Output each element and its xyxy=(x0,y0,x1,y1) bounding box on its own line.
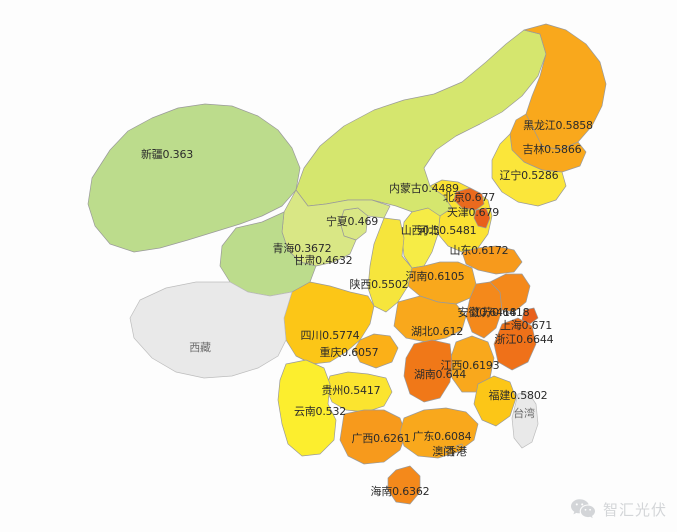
province-shapes xyxy=(87,23,607,505)
province-shape-guizhou[interactable] xyxy=(325,371,393,413)
province-shape-zhejiang[interactable] xyxy=(493,317,537,371)
province-shape-shanghai[interactable] xyxy=(521,307,539,325)
province-shape-aomen[interactable] xyxy=(443,446,451,454)
province-shape-hainan[interactable] xyxy=(387,465,421,505)
province-shape-shandong[interactable] xyxy=(461,245,523,275)
province-shape-tianjin[interactable] xyxy=(473,207,491,229)
province-shape-beijing[interactable] xyxy=(453,187,485,211)
province-shape-anhui[interactable] xyxy=(465,281,503,339)
province-shape-hubei[interactable] xyxy=(393,295,467,343)
province-shape-chongqing[interactable] xyxy=(353,333,399,369)
province-shape-neimenggu[interactable] xyxy=(295,29,547,217)
province-shape-guangxi[interactable] xyxy=(339,409,407,465)
watermark: 智汇光伏 xyxy=(570,498,667,520)
watermark-text: 智汇光伏 xyxy=(602,500,667,519)
province-shape-xianggang[interactable] xyxy=(455,443,465,453)
province-shape-xizang[interactable] xyxy=(129,281,293,379)
province-shape-yunnan[interactable] xyxy=(277,359,337,457)
province-shape-jiangsu[interactable] xyxy=(489,273,531,313)
province-shape-fujian[interactable] xyxy=(473,375,517,427)
wechat-icon xyxy=(570,498,596,520)
province-shape-taiwan[interactable] xyxy=(511,391,539,449)
province-shape-liaoning[interactable] xyxy=(491,133,567,207)
province-shape-hunan[interactable] xyxy=(403,339,453,403)
